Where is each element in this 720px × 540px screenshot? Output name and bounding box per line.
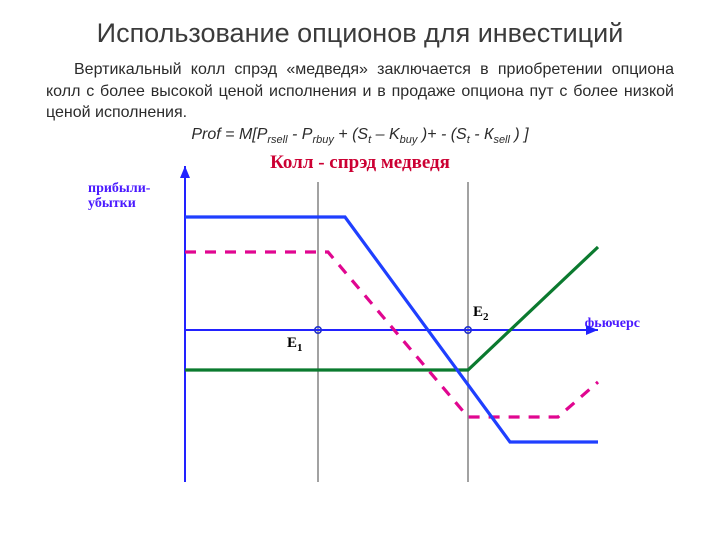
- chart-svg: [90, 152, 630, 502]
- profit-formula: Prof = M[Prsell - Prbuy + (St – Kbuy )+ …: [0, 126, 720, 146]
- slide-paragraph: Вертикальный колл спрэд «медведя» заключ…: [0, 55, 720, 124]
- chart-container: Колл - спрэд медведя прибыли-убытки фьюч…: [90, 152, 630, 502]
- slide-title: Использование опционов для инвестиций: [0, 0, 720, 55]
